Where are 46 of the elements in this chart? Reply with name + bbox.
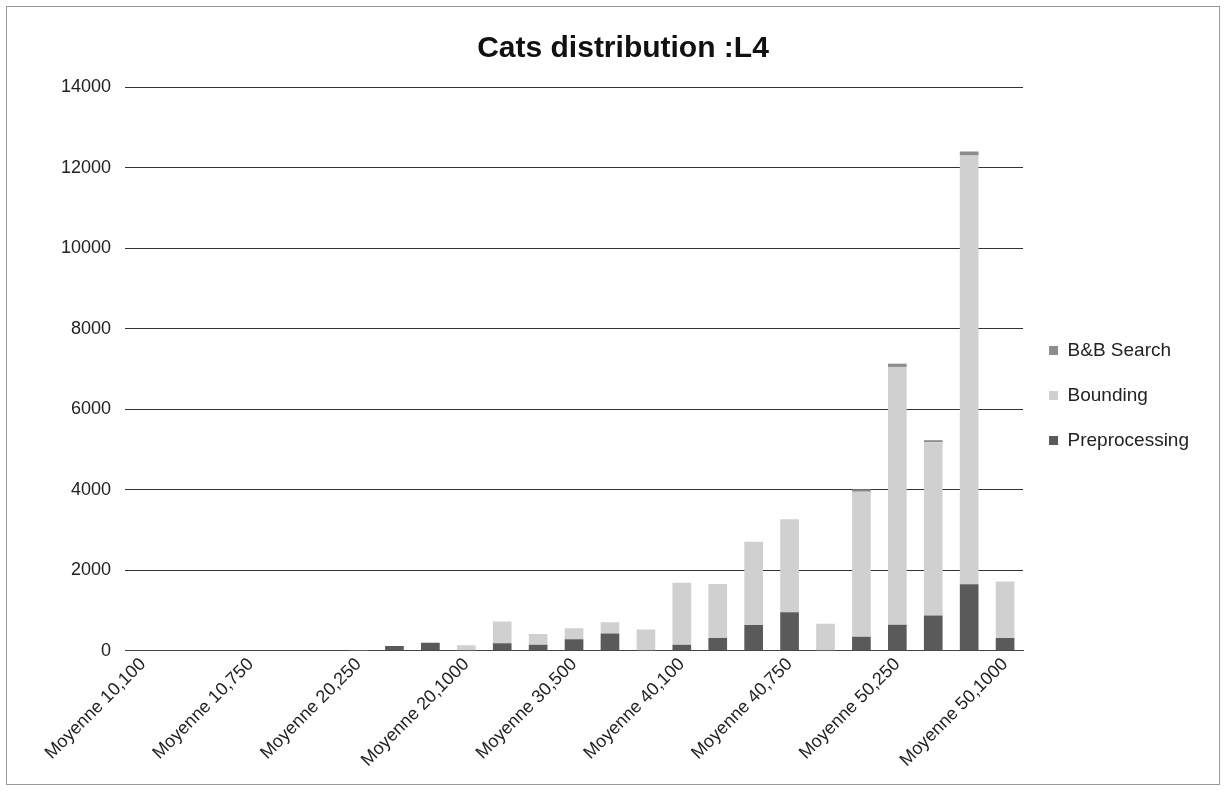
bar	[887, 363, 907, 367]
bar	[852, 636, 871, 651]
bar	[887, 366, 907, 625]
bar	[636, 629, 656, 651]
bar	[421, 642, 440, 651]
bar	[744, 625, 763, 651]
bar	[744, 541, 763, 626]
bar	[492, 621, 512, 644]
bar	[564, 628, 584, 640]
bar	[492, 643, 512, 651]
bar	[708, 637, 728, 651]
y-tick-label: 14000	[60, 75, 112, 96]
chart-title: Cats distribution :L4	[477, 30, 770, 64]
bar	[456, 645, 476, 651]
bar	[923, 440, 943, 443]
bar	[959, 155, 979, 585]
bar	[528, 633, 548, 645]
y-tick-label: 0	[101, 639, 112, 660]
bar	[923, 442, 943, 616]
y-tick-label: 2000	[71, 559, 112, 580]
y-tick-label: 6000	[71, 398, 112, 419]
bar	[708, 583, 728, 638]
bar	[816, 623, 835, 651]
bar	[887, 624, 907, 651]
bar	[780, 612, 799, 651]
y-tick-label: 4000	[71, 478, 112, 499]
bar	[564, 639, 584, 651]
bar	[600, 633, 620, 651]
bar	[780, 519, 799, 613]
bar	[959, 584, 979, 651]
bar	[923, 615, 943, 651]
y-tick-label: 8000	[71, 317, 112, 338]
bar	[600, 622, 620, 634]
legend-label: B&B Search	[1067, 338, 1172, 360]
bar	[852, 489, 871, 492]
legend-label: Preprocessing	[1067, 428, 1189, 450]
bar	[995, 637, 1015, 651]
bar	[672, 582, 692, 645]
bar	[672, 644, 692, 651]
bar	[959, 151, 979, 156]
legend-label: Bounding	[1067, 383, 1148, 405]
bar	[995, 581, 1015, 638]
bar	[385, 645, 404, 651]
bar	[852, 491, 871, 637]
y-tick-label: 10000	[60, 237, 112, 258]
y-tick-label: 12000	[60, 156, 112, 177]
